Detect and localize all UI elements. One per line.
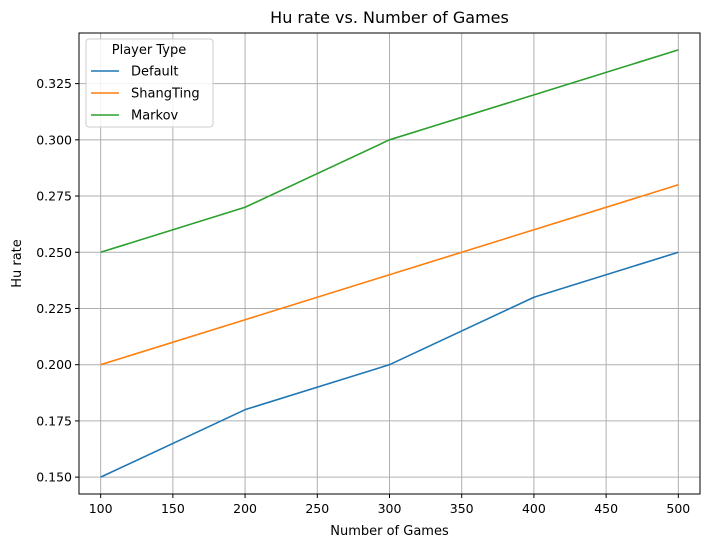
series-line-shangting (100, 184, 679, 366)
x-tick-label: 150 (161, 501, 185, 516)
x-tick-label: 350 (450, 501, 474, 516)
series-lines (100, 49, 679, 478)
x-tick-label: 300 (378, 501, 402, 516)
chart-title: Hu rate vs. Number of Games (270, 8, 509, 27)
y-tick-label: 0.175 (36, 413, 72, 428)
legend-entry-default: Default (131, 65, 179, 80)
x-tick-label: 500 (666, 501, 690, 516)
y-tick-label: 0.325 (36, 76, 72, 91)
y-tick-label: 0.200 (36, 357, 72, 372)
y-axis-ticks: 0.150 0.175 0.200 0.225 0.250 0.275 0.300 0.325 (36, 76, 79, 485)
y-tick-label: 0.275 (36, 189, 72, 204)
legend-title: Player Type (112, 43, 186, 58)
y-axis-label: Hu rate (10, 239, 25, 288)
x-axis-label: Number of Games (330, 524, 449, 539)
x-tick-label: 200 (233, 501, 257, 516)
x-tick-label: 100 (89, 501, 113, 516)
series-line-default (100, 251, 679, 478)
x-tick-label: 250 (305, 501, 329, 516)
legend-entry-markov: Markov (131, 109, 179, 124)
grid (79, 33, 700, 494)
x-tick-label: 450 (594, 501, 618, 516)
legend-entry-shangting: ShangTing (131, 87, 200, 102)
y-tick-label: 0.150 (36, 470, 72, 485)
legend: Player Type Default ShangTing Markov (85, 38, 214, 128)
y-tick-label: 0.300 (36, 132, 72, 147)
y-tick-label: 0.225 (36, 301, 72, 316)
series-line-markov (100, 49, 679, 254)
legend-box (85, 38, 214, 128)
x-axis-ticks: 100 150 200 250 300 350 400 450 500 (89, 494, 690, 516)
y-tick-label: 0.250 (36, 245, 72, 260)
x-tick-label: 400 (522, 501, 546, 516)
